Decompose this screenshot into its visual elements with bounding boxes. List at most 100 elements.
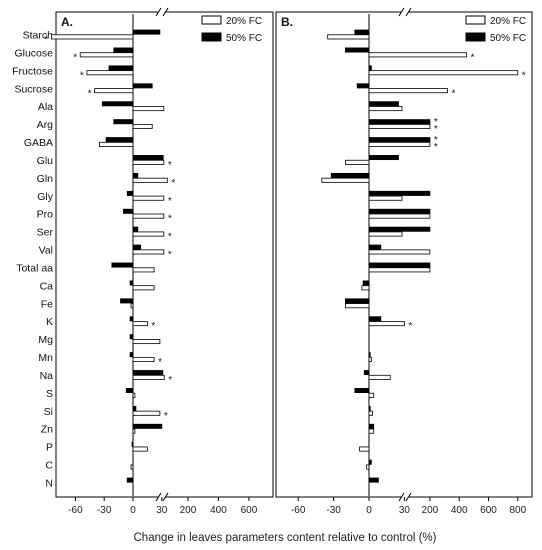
bar-50fc [132,405,137,411]
category-label: Starch [23,30,54,42]
bar-20fc [368,195,403,201]
bar-50fc [368,352,371,358]
bar-50fc [132,370,164,376]
bar-50fc [368,137,431,143]
bar-20fc [132,231,165,237]
bar-20fc [79,52,134,58]
significance-star: * [164,411,168,422]
bar-50fc [362,280,370,286]
category-labels: Starch Glucose Fructose Sucrose Ala Arg GABA Gl… [12,30,54,490]
bar-20fc [132,374,165,380]
panel-b-plot: ******** [321,7,526,502]
bar-20fc [132,339,161,345]
bar-20fc [94,88,134,94]
category-label: Ala [38,101,53,113]
significance-star: * [168,196,172,207]
bar-20fc [344,303,370,309]
category-label: Fructose [12,65,53,77]
bar-50fc [356,83,370,89]
legend-b: 20% FC 50% FC [465,15,526,44]
bar-20fc [132,267,155,273]
bar-50fc [368,459,372,465]
bar-50fc [344,298,370,304]
bar-50fc [105,137,134,143]
x-tick-label: 30 [399,505,411,516]
category-label: Ca [40,280,54,292]
significance-star: * [168,375,172,386]
category-label: Zn [41,424,53,436]
bar-50fc [368,119,431,125]
bar-20fc [130,464,134,470]
significance-star: * [80,70,84,81]
significance-star: * [434,142,438,153]
bar-20fc [368,141,431,147]
bar-20fc [327,34,370,40]
bar-50fc [129,316,134,322]
significance-star: * [171,178,175,189]
axis-break-mark [398,7,412,17]
category-label: C [45,460,53,472]
bar-20fc [132,446,148,452]
bar-50fc [368,226,431,232]
bar-50fc [129,334,134,340]
bar-20fc [132,321,148,327]
axis-break-mark [398,492,412,502]
x-tick-label: 200 [422,505,439,516]
x-tick-label: 0 [130,505,136,516]
category-label: Mg [38,334,53,346]
x-ticks-b: -60 -30 0 30 200 400 600 800 [291,497,527,516]
bar-20fc [86,70,134,76]
bar-20fc [368,213,431,219]
category-label: Glu [37,155,54,167]
bar-50fc [330,172,370,178]
bar-20fc [368,106,403,112]
x-tick-label: -60 [68,505,83,516]
bar-20fc [368,249,431,255]
category-label: S [46,388,53,400]
bar-50fc [108,65,134,71]
bar-20fc [368,231,403,237]
bar-50fc [354,387,370,393]
bar-20fc [368,428,375,434]
significance-star: * [88,88,92,99]
bar-50fc [123,208,134,214]
bar-20fc [321,177,370,183]
bar-50fc [132,423,163,429]
significance-star: * [408,321,412,332]
bar-20fc [132,428,136,434]
significance-star: * [434,117,438,128]
bar-50fc [368,405,371,411]
bar-50fc [132,244,142,250]
bar-50fc [368,155,399,161]
bar-50fc [368,190,431,196]
legend-a-label-20: 20% FC [226,16,262,27]
significance-star: * [44,35,48,46]
category-label: Pro [37,209,54,221]
axis-break-mark [155,7,169,17]
bar-20fc [368,392,375,398]
significance-star: * [451,88,455,99]
category-label: Gln [37,173,54,185]
legend-a: 20% FC 50% FC [201,15,262,44]
legend-b-label-20: 20% FC [490,16,526,27]
bar-50fc [132,155,164,161]
x-axis-label: Change in leaves parameters content rela… [134,532,437,544]
bar-20fc [130,303,134,309]
category-label: Ser [37,227,54,239]
category-label: GABA [24,137,53,149]
x-tick-label: 400 [451,505,468,516]
bar-20fc [132,410,161,416]
panel-a-frame [55,11,274,498]
x-ticks-a: -60 -30 0 30 200 400 600 [68,497,258,516]
bar-20fc [361,285,370,291]
legend-b-swatch-20 [465,15,486,25]
legend-b-label-50: 50% FC [490,33,526,44]
bar-50fc [368,423,375,429]
bar-20fc [132,249,165,255]
x-tick-label: -60 [291,505,306,516]
panel-b-label: B. [281,15,293,29]
significance-star: * [522,70,526,81]
bar-50fc [113,47,134,53]
category-label: Total aa [16,263,53,275]
bar-50fc [344,47,370,53]
